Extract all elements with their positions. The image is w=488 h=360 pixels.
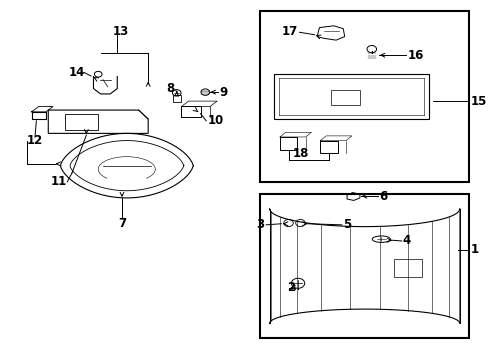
- Text: 10: 10: [207, 114, 224, 127]
- Bar: [331, 90, 359, 105]
- Bar: [65, 114, 98, 130]
- Text: 12: 12: [27, 134, 43, 147]
- Text: 18: 18: [292, 147, 308, 159]
- Bar: [181, 107, 200, 117]
- Bar: [260, 12, 468, 182]
- Text: 1: 1: [470, 243, 478, 256]
- Text: 11: 11: [51, 175, 67, 188]
- Bar: [260, 194, 468, 338]
- Text: 4: 4: [402, 234, 410, 247]
- Text: 9: 9: [219, 86, 227, 99]
- Bar: [320, 140, 337, 153]
- Bar: [393, 259, 421, 276]
- Text: 14: 14: [68, 66, 85, 79]
- Bar: [173, 95, 180, 102]
- Text: 7: 7: [118, 216, 126, 230]
- Text: 3: 3: [256, 218, 264, 231]
- Text: 6: 6: [378, 190, 386, 203]
- Text: 13: 13: [113, 25, 129, 38]
- Text: 5: 5: [343, 218, 351, 231]
- Text: 16: 16: [407, 49, 423, 62]
- Text: 17: 17: [281, 25, 298, 38]
- Text: 15: 15: [470, 95, 486, 108]
- Bar: [280, 137, 297, 149]
- Text: 2: 2: [287, 281, 295, 294]
- Text: 8: 8: [166, 82, 174, 95]
